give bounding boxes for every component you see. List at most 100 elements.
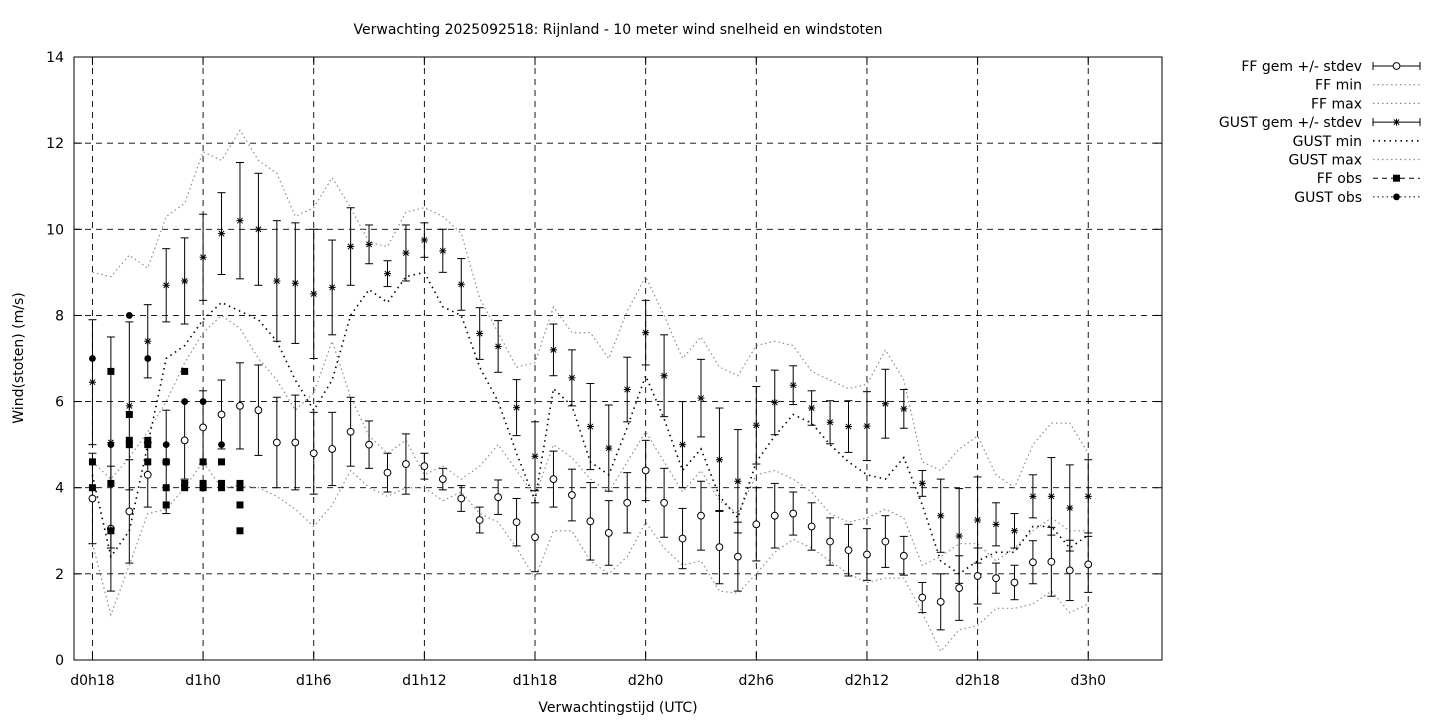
gust-obs-series [89,312,225,449]
ff-mean-point [586,517,595,526]
ff-mean-point [457,494,466,503]
gust-mean-point [752,421,760,429]
gust-obs-point [218,441,225,449]
gust-mean-point [457,280,465,288]
legend-entry: GUST max [1289,153,1420,169]
legend-label: FF min [1315,78,1362,94]
ff-max-line [92,314,1089,567]
axis-ticks: 0 2 4 6 8 10 12 14 d0h18 d1h0 d1h6 d1h12 d1h18 d2h0 d2… [46,50,1162,689]
ff-mean-point [420,462,429,471]
legend-marker [1393,118,1400,126]
ff-obs-point [199,484,207,492]
gust-mean-point [531,452,539,460]
ff-obs-point [199,479,207,487]
legend-marker [1392,62,1401,70]
ff-mean-point [623,498,632,507]
y-tick-label: 10 [46,222,64,238]
gust-mean-point [181,277,189,285]
ff-mean-point [863,550,871,559]
gust-mean-point [1047,492,1055,500]
ff-mean-point [199,423,207,432]
ff-mean-point [567,491,576,499]
gust-mean-point [1084,492,1092,500]
x-tick-label: d1h0 [185,673,221,689]
gust-obs-point [89,355,96,362]
legend-label: GUST min [1293,134,1362,150]
legend: FF gem +/- stdev FF min FF max GUST gem +/-… [1219,59,1421,206]
gust-mean-point [660,372,668,380]
gust-mean-point [273,277,281,285]
ff-mean-point [254,406,263,415]
x-tick-label: d0h18 [70,673,114,689]
ff-obs-point [144,441,152,449]
ff-mean-point [88,494,97,503]
gust-mean-point [715,456,723,464]
gust-mean-point [789,381,797,389]
ff-mean-point [143,470,152,479]
gust-mean-point [310,290,318,298]
ff-mean-point [715,543,724,552]
ff-mean-point [992,574,1000,583]
gust-mean-point [513,404,521,412]
gust-mean-point [881,400,889,408]
x-tick-label: d2h0 [628,673,664,689]
ff-mean-point [125,507,134,516]
ff-mean-point [272,438,281,447]
gust-mean-point [549,346,557,354]
ff-mean-point [678,534,687,543]
gust-mean-point [586,423,594,431]
gust-mean-point [328,283,336,291]
gust-mean-point [771,398,779,406]
y-tick-label: 4 [55,481,64,497]
gust-obs-point [181,398,189,405]
gust-mean-point [937,512,945,520]
gust-mean-point [494,342,502,350]
ff-obs-point [218,479,226,487]
gust-mean-point [236,217,244,225]
ff-min-line [91,460,1089,653]
ff-obs-point [236,484,244,492]
legend-entry: GUST min [1293,134,1420,150]
ff-mean-point [918,593,927,602]
ff-mean-point [752,520,761,529]
ff-obs-point [144,436,152,444]
ff-mean-point [1084,560,1093,569]
legend-marker [1393,174,1400,182]
grid-lines [74,57,1162,660]
legend-label: FF gem +/- stdev [1241,59,1362,75]
ff-mean-point [881,537,890,546]
ff-mean-point [180,436,189,445]
gust-mean-point [918,479,926,487]
ff-mean-series [88,362,1093,631]
gust-mean-point [697,394,705,402]
ff-obs-point [88,484,96,492]
y-tick-label: 12 [46,136,64,152]
ff-obs-point [218,458,226,466]
ff-mean-point [1047,557,1056,566]
legend-entry: FF min [1315,78,1420,94]
gust-mean-point [439,247,447,255]
ff-mean-point [660,498,669,507]
x-tick-label: d2h12 [845,673,889,689]
gust-mean-point [365,240,373,248]
gust-obs-point [125,312,133,319]
gust-mean-point [974,516,982,524]
gust-mean-point [900,405,908,413]
ff-obs-point [125,436,133,444]
ff-mean-point [807,522,816,531]
ff-obs-point [181,479,189,487]
gust-mean-point [605,444,613,452]
y-tick-label: 14 [46,50,64,66]
ff-mean-point [899,551,908,560]
ff-obs-point [144,458,152,466]
legend-entry: FF obs [1317,171,1420,187]
ff-mean-point [1029,558,1037,567]
gust-mean-point [1029,492,1037,500]
ff-obs-point [236,479,244,487]
ff-obs-point [236,527,244,535]
gust-mean-point [383,270,391,278]
gust-max-line [92,129,1089,489]
legend-label: FF max [1311,96,1362,112]
x-tick-label: d1h18 [513,673,557,689]
ff-mean-point [733,552,742,561]
